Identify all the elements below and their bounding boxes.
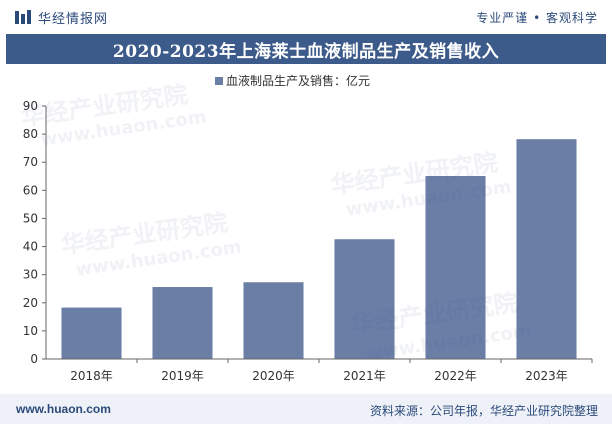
y-tick-label: 0 (30, 352, 38, 366)
y-tick-label: 80 (23, 127, 38, 141)
x-tick-label: 2021年 (343, 369, 386, 383)
x-tick-label: 2023年 (525, 369, 568, 383)
bar-0[interactable] (61, 307, 122, 359)
legend: 血液制品生产及销售：亿元 (215, 73, 370, 88)
x-tick-label: 2020年 (252, 369, 295, 383)
title-bar: 2020-2023年上海莱士血液制品生产及销售收入 (6, 34, 606, 64)
brand-name: 华经情报网 (38, 11, 109, 27)
legend-swatch (215, 77, 223, 85)
x-axis: 2018年 2019年 2020年 2021年 2022年 2023年 (46, 358, 593, 383)
y-tick-label: 40 (23, 240, 38, 254)
bars (61, 139, 577, 359)
chart-title: 2020-2023年上海莱士血液制品生产及销售收入 (112, 41, 500, 62)
top-bar: 华经情报网 专业严谨 • 客观科学 (0, 0, 612, 34)
legend-label[interactable]: 血液制品生产及销售：亿元 (226, 73, 370, 88)
x-tick-label: 2022年 (434, 369, 477, 383)
bar-3[interactable] (334, 239, 395, 359)
bar-1[interactable] (152, 287, 213, 359)
chart-area: 华经产业研究院 www.huaon.com 华经产业研究院 www.huaon.… (0, 64, 612, 394)
y-tick-label: 70 (23, 155, 38, 169)
y-tick-label: 10 (23, 324, 38, 338)
y-tick-label: 90 (23, 99, 38, 113)
bar-5[interactable] (516, 139, 577, 359)
y-tick-label: 20 (23, 296, 38, 310)
y-tick-label: 60 (23, 183, 38, 197)
bar-2[interactable] (243, 282, 304, 359)
y-tick-label: 50 (23, 211, 38, 225)
slogan: 专业严谨 • 客观科学 (476, 11, 598, 25)
bar-4[interactable] (425, 175, 486, 359)
footer-source: 资料来源：公司年报，华经产业研究院整理 (369, 404, 598, 418)
footer: www.huaon.com 资料来源：公司年报，华经产业研究院整理 (0, 394, 612, 424)
x-tick-label: 2019年 (161, 369, 204, 383)
x-tick-label: 2018年 (70, 369, 113, 383)
y-axis: 0 10 20 30 40 50 60 70 80 90 (23, 99, 47, 366)
brand: 华经情报网 (14, 8, 109, 27)
bar-logo-icon (15, 10, 31, 24)
y-tick-label: 30 (23, 268, 38, 282)
footer-url[interactable]: www.huaon.com (16, 402, 111, 416)
